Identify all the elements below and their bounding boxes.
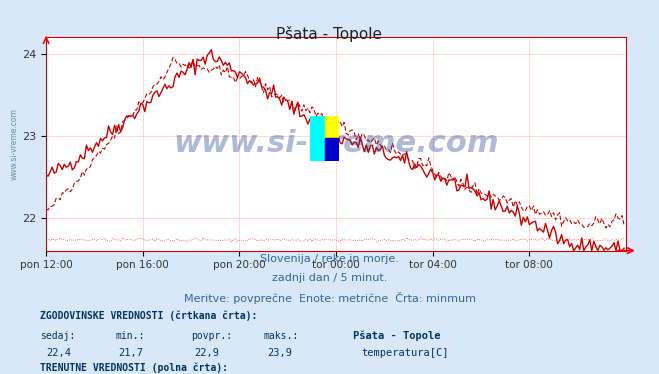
Text: 21,7: 21,7 bbox=[119, 348, 144, 358]
Text: www.si-vreme.com: www.si-vreme.com bbox=[10, 108, 18, 180]
Text: sedaj:: sedaj: bbox=[40, 331, 74, 341]
Text: Pšata - Topole: Pšata - Topole bbox=[353, 331, 440, 341]
Text: Pšata - Topole: Pšata - Topole bbox=[277, 26, 382, 42]
Text: 23,9: 23,9 bbox=[267, 348, 292, 358]
Text: TRENUTNE VREDNOSTI (polna črta):: TRENUTNE VREDNOSTI (polna črta): bbox=[40, 363, 227, 373]
Bar bbox=[325, 138, 339, 161]
Text: Meritve: povprečne  Enote: metrične  Črta: minmum: Meritve: povprečne Enote: metrične Črta:… bbox=[183, 292, 476, 304]
Text: Slovenija / reke in morje.: Slovenija / reke in morje. bbox=[260, 254, 399, 264]
Text: povpr.:: povpr.: bbox=[191, 331, 232, 341]
Text: min.:: min.: bbox=[115, 331, 145, 341]
Bar bbox=[325, 116, 339, 138]
Text: ZGODOVINSKE VREDNOSTI (črtkana črta):: ZGODOVINSKE VREDNOSTI (črtkana črta): bbox=[40, 310, 257, 321]
Text: temperatura[C]: temperatura[C] bbox=[361, 348, 449, 358]
Text: 22,9: 22,9 bbox=[194, 348, 219, 358]
Text: zadnji dan / 5 minut.: zadnji dan / 5 minut. bbox=[272, 273, 387, 283]
Text: 22,4: 22,4 bbox=[46, 348, 71, 358]
Text: maks.:: maks.: bbox=[264, 331, 299, 341]
Text: www.si-vreme.com: www.si-vreme.com bbox=[173, 129, 499, 159]
Bar bbox=[310, 116, 325, 161]
